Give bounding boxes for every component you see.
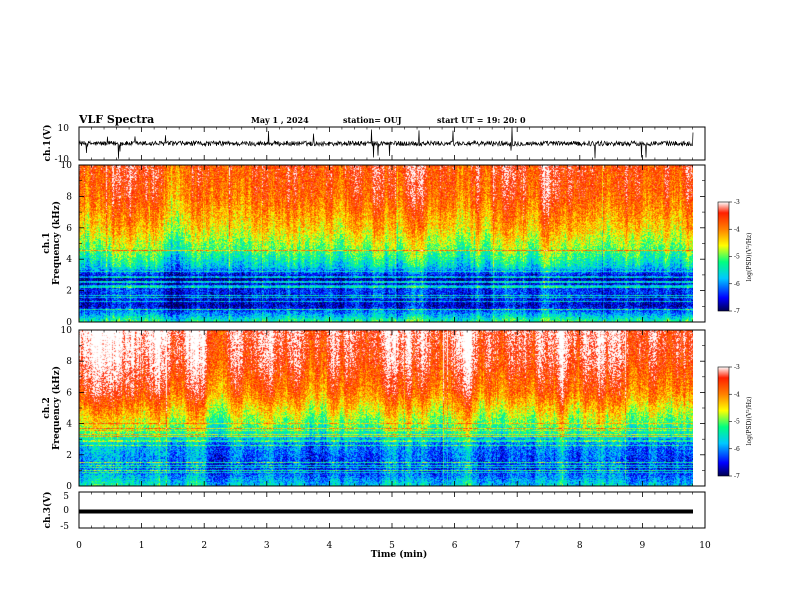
y-tick-label: 2 xyxy=(66,287,72,297)
ch2-spectrogram-ylabel-frequency: Frequency (kHz) xyxy=(51,366,62,450)
ch3-ytick-mid: 0 xyxy=(63,506,69,516)
ch3-panel: 5 0 -5 ch.3(V) xyxy=(42,491,706,532)
ch3-ytick-top: 5 xyxy=(63,492,69,502)
ch1-waveform-trace xyxy=(79,127,694,159)
y-tick-label: 8 xyxy=(66,357,72,367)
colorbar-tick-label: -3 xyxy=(734,199,740,206)
x-axis-label: Time (min) xyxy=(371,549,428,560)
x-tick-label: 3 xyxy=(264,541,270,551)
ch2-colorbar: -3 -4 -5 -6 -7 log(PSD)(V²/Hz) xyxy=(717,364,753,480)
ch1-spectrogram-ylabel-frequency: Frequency (kHz) xyxy=(51,201,62,285)
x-tick-label: 1 xyxy=(139,541,145,551)
ch1-spectrogram-image xyxy=(79,165,693,322)
date-label: May 1 , 2024 xyxy=(251,115,309,125)
colorbar-tick-label: -3 xyxy=(734,364,740,371)
y-tick-label: 4 xyxy=(66,255,72,265)
y-tick-label: 6 xyxy=(66,224,72,234)
x-tick-label: 10 xyxy=(699,541,711,551)
ch2-spectrogram-panel: 0 2 4 6 8 10 ch.2 Frequency (kHz) xyxy=(42,326,706,492)
colorbar-tick-label: -7 xyxy=(734,308,740,315)
y-tick-label: 2 xyxy=(66,451,72,461)
colorbar-tick-label: -5 xyxy=(734,419,740,426)
colorbar-tick-label: -6 xyxy=(734,281,740,288)
ch1-spectrogram-ylabel-channel: ch.1 xyxy=(42,232,52,253)
station-label: station= OUJ xyxy=(343,115,402,125)
y-tick-label: 10 xyxy=(61,161,73,171)
start-time-label: start UT = 19: 20: 0 xyxy=(437,115,526,125)
x-axis-ticks: 0 1 2 3 4 5 6 7 8 9 10 xyxy=(76,127,711,551)
y-tick-label: 6 xyxy=(66,388,72,398)
ch2-colorbar-gradient xyxy=(717,366,730,477)
ch2-spectrogram-image xyxy=(79,330,693,486)
y-tick-label: 0 xyxy=(66,318,72,328)
ch1-ytick-top: 10 xyxy=(58,124,70,134)
y-tick-label: 10 xyxy=(61,326,73,336)
ch1-waveform-ylabel: ch.1(V) xyxy=(42,125,53,162)
x-tick-label: 7 xyxy=(514,541,520,551)
colorbar-tick-label: -6 xyxy=(734,446,740,453)
colorbar-tick-label: -5 xyxy=(734,254,740,261)
ch1-colorbar-label: log(PSD)(V²/Hz) xyxy=(746,233,753,282)
x-tick-label: 5 xyxy=(389,541,395,551)
ch3-ylabel: ch.3(V) xyxy=(42,492,53,529)
figure-title: VLF Spectra xyxy=(78,113,154,126)
colorbar-tick-label: -7 xyxy=(734,473,740,480)
ch1-spectrogram-panel: 0 2 4 6 8 10 ch.1 Frequency (kHz) xyxy=(42,161,706,328)
ch3-ytick-bottom: -5 xyxy=(60,522,69,532)
y-tick-label: 0 xyxy=(66,482,72,492)
y-tick-label: 8 xyxy=(66,192,72,202)
colorbar-tick-label: -4 xyxy=(734,391,740,398)
ch1-ytick-bottom: -10 xyxy=(55,155,70,165)
x-tick-label: 4 xyxy=(327,541,333,551)
ch1-colorbar-gradient xyxy=(717,201,730,312)
colorbar-tick-label: -4 xyxy=(734,226,740,233)
y-tick-label: 4 xyxy=(66,420,72,430)
ch2-spectrogram-ylabel-channel: ch.2 xyxy=(42,397,52,418)
ch1-waveform-panel: 10 -10 ch.1(V) xyxy=(42,124,706,165)
x-tick-label: 0 xyxy=(76,541,82,551)
ch1-colorbar: -3 -4 -5 -6 -7 log(PSD)(V²/Hz) xyxy=(717,199,753,315)
ch2-colorbar-label: log(PSD)(V²/Hz) xyxy=(746,397,753,446)
x-tick-label: 2 xyxy=(201,541,207,551)
x-tick-label: 6 xyxy=(452,541,458,551)
x-tick-label: 9 xyxy=(640,541,646,551)
x-tick-label: 8 xyxy=(577,541,583,551)
